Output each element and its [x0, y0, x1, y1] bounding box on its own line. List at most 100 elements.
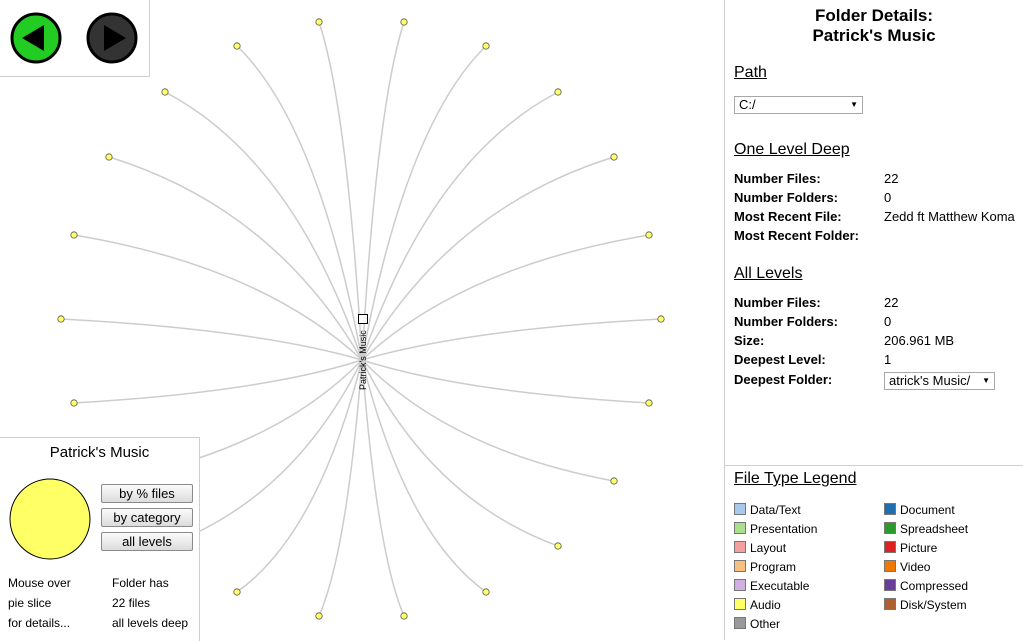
- file-node[interactable]: [482, 42, 490, 50]
- chevron-down-icon: ▼: [850, 100, 858, 109]
- size-row: Size: 206.961 MB: [734, 333, 955, 348]
- file-node[interactable]: [233, 42, 241, 50]
- file-node[interactable]: [70, 399, 78, 407]
- legend-label: Document: [900, 503, 955, 517]
- file-node[interactable]: [161, 88, 169, 96]
- graph-edge: [164, 91, 363, 361]
- back-arrow-icon[interactable]: [10, 12, 62, 64]
- center-folder-node[interactable]: [358, 314, 368, 324]
- legend-swatch: [884, 522, 896, 534]
- graph-edge: [361, 359, 559, 547]
- file-node[interactable]: [400, 612, 408, 620]
- legend-item-compressed: Compressed: [884, 578, 968, 594]
- all-levels-folders-row: Number Folders: 0: [734, 314, 892, 329]
- all-levels-button[interactable]: all levels: [101, 532, 193, 551]
- file-node[interactable]: [610, 477, 618, 485]
- summary-title: Patrick's Music: [49, 444, 150, 461]
- graph-edge: [361, 359, 650, 404]
- details-title-line-1: Folder Details:: [814, 6, 934, 25]
- file-node[interactable]: [554, 88, 562, 96]
- graph-edge: [318, 21, 363, 361]
- hint-line-1: Mouse over: [8, 576, 71, 590]
- file-node[interactable]: [70, 231, 78, 239]
- file-node[interactable]: [645, 231, 653, 239]
- one-level-heading: One Level Deep: [734, 141, 850, 158]
- graph-edge: [361, 318, 662, 361]
- details-title-line-2: Patrick's Music: [812, 26, 936, 45]
- graph-edge: [361, 45, 487, 361]
- most-recent-file-row: Most Recent File: Zedd ft Matthew Koma: [734, 209, 1015, 224]
- hint-line-2: pie slice: [8, 596, 52, 610]
- by-category-button[interactable]: by category: [101, 508, 193, 527]
- graph-edge: [236, 359, 363, 593]
- legend-swatch: [734, 560, 746, 572]
- file-node[interactable]: [645, 399, 653, 407]
- file-node[interactable]: [400, 18, 408, 26]
- graph-edge: [236, 45, 363, 361]
- graph-edge: [60, 318, 363, 361]
- graph-edge: [361, 359, 487, 593]
- legend-label: Executable: [750, 579, 810, 593]
- horizontal-divider: [725, 465, 1023, 466]
- legend-label: Spreadsheet: [900, 522, 969, 536]
- vertical-divider: [724, 0, 725, 640]
- by-percent-files-button[interactable]: by % files: [101, 484, 193, 503]
- legend-label: Program: [750, 560, 797, 574]
- chevron-down-icon: ▼: [982, 376, 990, 385]
- file-type-pie-chart[interactable]: [9, 477, 93, 561]
- folder-details-panel: Folder Details: Patrick's Music Path C:/…: [725, 0, 1023, 465]
- file-node[interactable]: [315, 18, 323, 26]
- graph-edge: [361, 91, 559, 361]
- file-type-legend: File Type Legend Data/Text Presentation La…: [725, 466, 1023, 640]
- legend-swatch: [734, 617, 746, 629]
- deepest-folder-value: atrick's Music/: [889, 373, 971, 388]
- legend-item-program: Program: [734, 559, 796, 575]
- graph-edge: [318, 359, 363, 617]
- file-node[interactable]: [105, 153, 113, 161]
- pie-slice-audio[interactable]: [9, 478, 91, 560]
- one-level-folders-row: Number Folders: 0: [734, 190, 892, 205]
- graph-edge: [73, 359, 363, 404]
- legend-item-spreadsheet: Spreadsheet: [884, 521, 968, 537]
- graph-edge: [108, 156, 363, 361]
- legend-item-audio: Audio: [734, 597, 781, 613]
- details-title: Folder Details: Patrick's Music: [725, 6, 1023, 46]
- legend-item-picture: Picture: [884, 540, 937, 556]
- path-select-value: C:/: [739, 97, 756, 112]
- legend-label: Other: [750, 617, 781, 631]
- legend-label: Audio: [750, 598, 781, 612]
- file-node[interactable]: [657, 315, 665, 323]
- graph-edge: [361, 359, 615, 482]
- legend-label: Presentation: [750, 522, 818, 536]
- path-select[interactable]: C:/ ▼: [734, 96, 863, 114]
- legend-swatch: [734, 522, 746, 534]
- folder-graph[interactable]: [0, 0, 724, 640]
- one-level-files-row: Number Files: 22: [734, 171, 899, 186]
- info-line-2: 22 files: [112, 596, 151, 610]
- info-line-1: Folder has: [112, 576, 169, 590]
- file-node[interactable]: [482, 588, 490, 596]
- file-node[interactable]: [554, 542, 562, 550]
- graph-edge: [361, 21, 405, 361]
- deepest-folder-row: Deepest Folder:: [734, 372, 833, 387]
- info-line-3: all levels deep: [112, 616, 189, 630]
- file-node[interactable]: [233, 588, 241, 596]
- legend-swatch: [734, 579, 746, 591]
- file-node[interactable]: [315, 612, 323, 620]
- forward-arrow-icon[interactable]: [86, 12, 138, 64]
- legend-item-other: Other: [734, 616, 780, 632]
- file-node[interactable]: [57, 315, 65, 323]
- file-node[interactable]: [610, 153, 618, 161]
- legend-swatch: [734, 503, 746, 515]
- legend-label: Picture: [900, 541, 938, 555]
- graph-edge: [361, 359, 405, 617]
- deepest-folder-select[interactable]: atrick's Music/ ▼: [884, 372, 995, 390]
- folder-summary-panel: Patrick's Music by % files by category a…: [0, 437, 200, 641]
- legend-label: Video: [900, 560, 931, 574]
- legend-swatch: [884, 541, 896, 553]
- legend-item-data-text: Data/Text: [734, 502, 801, 518]
- path-heading: Path: [734, 64, 767, 81]
- legend-label: Data/Text: [750, 503, 801, 517]
- all-levels-files-row: Number Files: 22: [734, 295, 899, 310]
- deepest-level-row: Deepest Level: 1: [734, 352, 892, 367]
